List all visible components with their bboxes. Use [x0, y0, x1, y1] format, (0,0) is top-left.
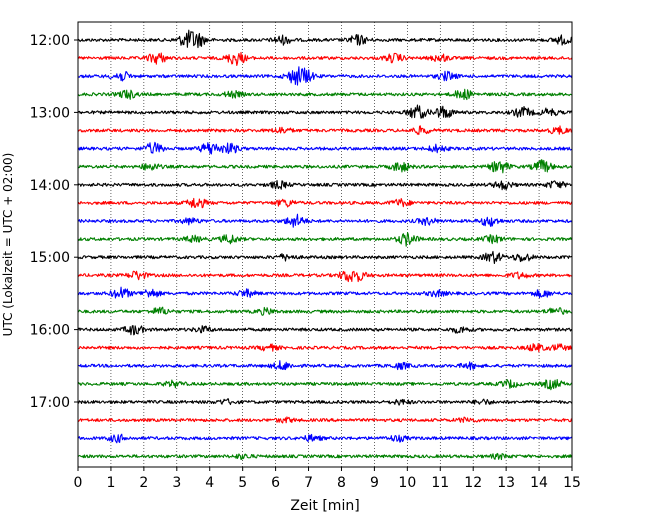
trace-row-14 — [77, 286, 573, 299]
x-tick-label: 3 — [172, 475, 181, 491]
y-tick-label: 17:00 — [30, 395, 70, 411]
x-tick-label: 0 — [74, 475, 83, 491]
x-tick-label: 2 — [139, 475, 148, 491]
trace-rows — [77, 29, 573, 461]
trace-row-4 — [77, 104, 573, 119]
trace-row-10 — [77, 213, 573, 228]
x-tick-label: 1 — [106, 475, 115, 491]
y-axis-ticks: 12:00 13:00 14:00 15:00 16:00 17:00 — [30, 33, 78, 411]
trace-row-20 — [77, 398, 573, 406]
trace-row-2 — [77, 66, 573, 86]
trace-row-19 — [77, 379, 573, 391]
y-tick-label: 15:00 — [30, 250, 70, 266]
y-tick-label: 14:00 — [30, 178, 70, 194]
x-tick-label: 4 — [205, 475, 214, 491]
y-tick-label: 12:00 — [30, 33, 70, 49]
trace-row-8 — [77, 179, 573, 191]
trace-row-0 — [77, 29, 573, 49]
x-tick-label: 14 — [530, 475, 548, 491]
x-tick-label: 13 — [497, 475, 515, 491]
trace-row-11 — [77, 231, 573, 247]
vertical-grid — [110, 22, 540, 467]
x-tick-label: 5 — [238, 475, 247, 491]
trace-row-3 — [77, 88, 573, 101]
x-tick-label: 12 — [464, 475, 482, 491]
x-tick-label: 9 — [370, 475, 379, 491]
trace-row-9 — [77, 197, 573, 209]
x-tick-label: 11 — [431, 475, 449, 491]
x-axis-label: Zeit [min] — [290, 498, 359, 514]
trace-row-6 — [77, 141, 573, 155]
x-tick-label: 6 — [271, 475, 280, 491]
y-tick-label: 13:00 — [30, 105, 70, 121]
x-tick-label: 15 — [563, 475, 581, 491]
y-axis-label: UTC (Lokalzeit = UTC + 02:00) — [1, 153, 15, 337]
trace-row-7 — [77, 159, 573, 174]
trace-row-1 — [77, 51, 573, 67]
trace-row-12 — [77, 250, 573, 265]
trace-row-18 — [77, 360, 573, 371]
trace-row-22 — [77, 433, 573, 444]
trace-row-17 — [77, 343, 573, 353]
trace-row-23 — [77, 452, 573, 461]
trace-row-15 — [77, 306, 573, 316]
plot-frame — [77, 21, 573, 468]
x-axis-ticks: 0 1 2 3 4 5 6 7 8 9 10 11 12 13 14 15 — [74, 467, 581, 491]
x-tick-label: 7 — [304, 475, 313, 491]
y-tick-label: 16:00 — [30, 323, 70, 339]
trace-row-13 — [77, 270, 573, 283]
x-tick-label: 10 — [398, 475, 416, 491]
trace-row-5 — [77, 125, 573, 136]
trace-row-21 — [77, 416, 573, 424]
trace-row-16 — [77, 325, 573, 336]
x-tick-label: 8 — [337, 475, 346, 491]
